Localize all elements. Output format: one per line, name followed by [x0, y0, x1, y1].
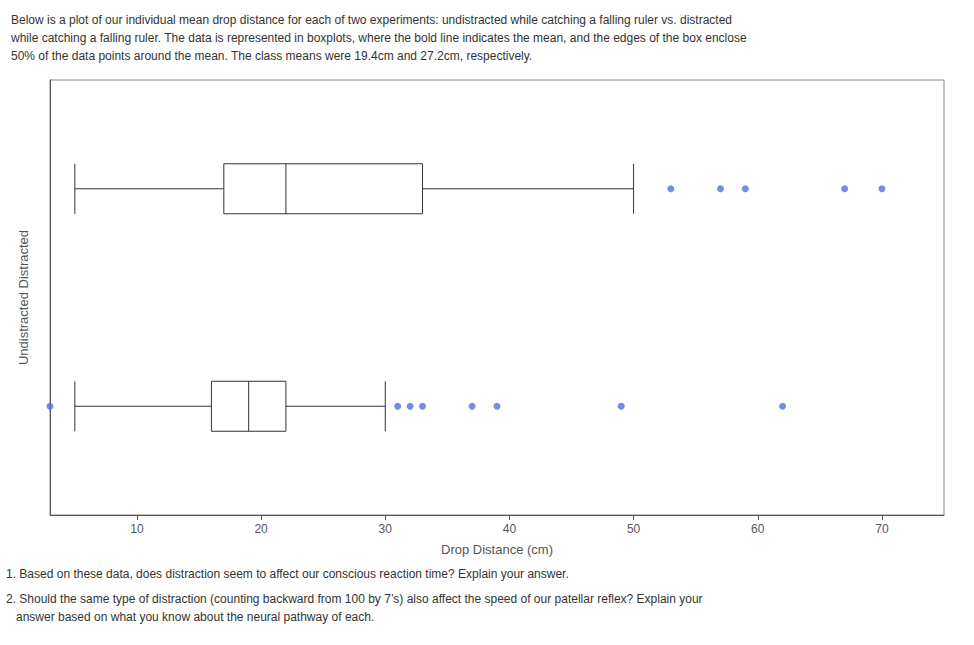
svg-text:Drop Distance (cm): Drop Distance (cm) — [441, 542, 553, 557]
svg-text:2. Should the same type of dis: 2. Should the same type of distraction (… — [6, 592, 703, 606]
svg-text:while catching a falling ruler: while catching a falling ruler. The data… — [10, 31, 747, 45]
svg-text:30: 30 — [379, 522, 393, 536]
svg-text:20: 20 — [254, 522, 268, 536]
svg-text:1. Based on these data, does d: 1. Based on these data, does distraction… — [6, 567, 569, 581]
svg-text:answer based on what you know: answer based on what you know about the … — [6, 610, 374, 624]
svg-text:60: 60 — [751, 522, 765, 536]
svg-text:Below is a plot of our individ: Below is a plot of our individual mean d… — [11, 13, 732, 27]
svg-text:50: 50 — [627, 522, 641, 536]
svg-text:50% of the data points around: 50% of the data points around the mean. … — [11, 49, 532, 63]
svg-text:40: 40 — [503, 522, 517, 536]
svg-text:10: 10 — [130, 522, 144, 536]
svg-text:70: 70 — [875, 522, 889, 536]
svg-text:Undistracted Distracted: Undistracted Distracted — [16, 230, 31, 365]
